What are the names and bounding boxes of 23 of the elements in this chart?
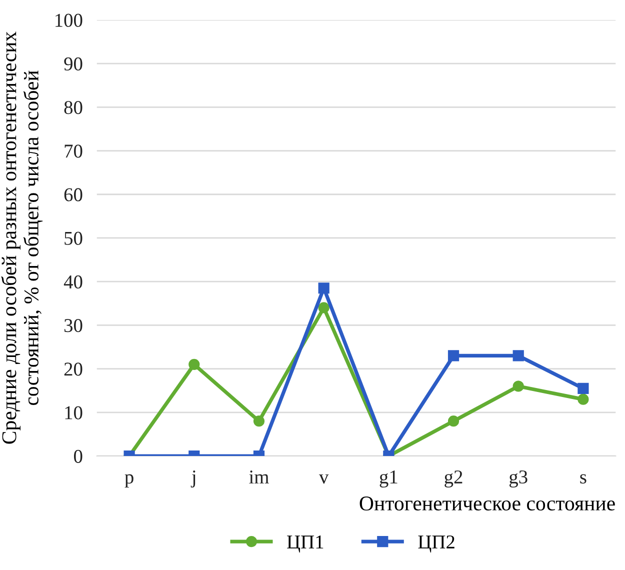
- x-tick-label: g2: [444, 470, 462, 488]
- x-tick-label: j: [190, 470, 196, 488]
- x-tick-label: p: [124, 474, 134, 488]
- legend-label: ЦП1: [287, 536, 324, 552]
- x-tick-label: v: [318, 474, 329, 484]
- y-tick-label: 10: [65, 406, 82, 420]
- x-tick-label: g3: [509, 470, 528, 488]
- y-tick-label: 80: [64, 100, 82, 114]
- y-tick-label: 50: [64, 232, 82, 245]
- y-tick-label: 60: [64, 188, 82, 202]
- y-tick-label: 40: [64, 275, 82, 289]
- x-tick-label: g1: [380, 470, 398, 488]
- y-tick-label: 100: [56, 14, 82, 27]
- y-tick-label: 20: [64, 362, 82, 376]
- x-tick-label: im: [249, 470, 269, 484]
- y-tick-label: 90: [64, 57, 82, 70]
- y-tick-label: 70: [64, 144, 82, 158]
- y-tick-label: 0: [74, 450, 82, 463]
- x-tick-label: s: [580, 474, 586, 484]
- y-tick-label: 30: [64, 319, 82, 332]
- x-axis-title: Онтогенетическое состояние: [360, 496, 615, 511]
- y-axis-title: Средние доли особей разных онтогенетичесих состояний, % от общего числа особей: [1, 32, 43, 444]
- legend-label: ЦП2: [418, 535, 454, 552]
